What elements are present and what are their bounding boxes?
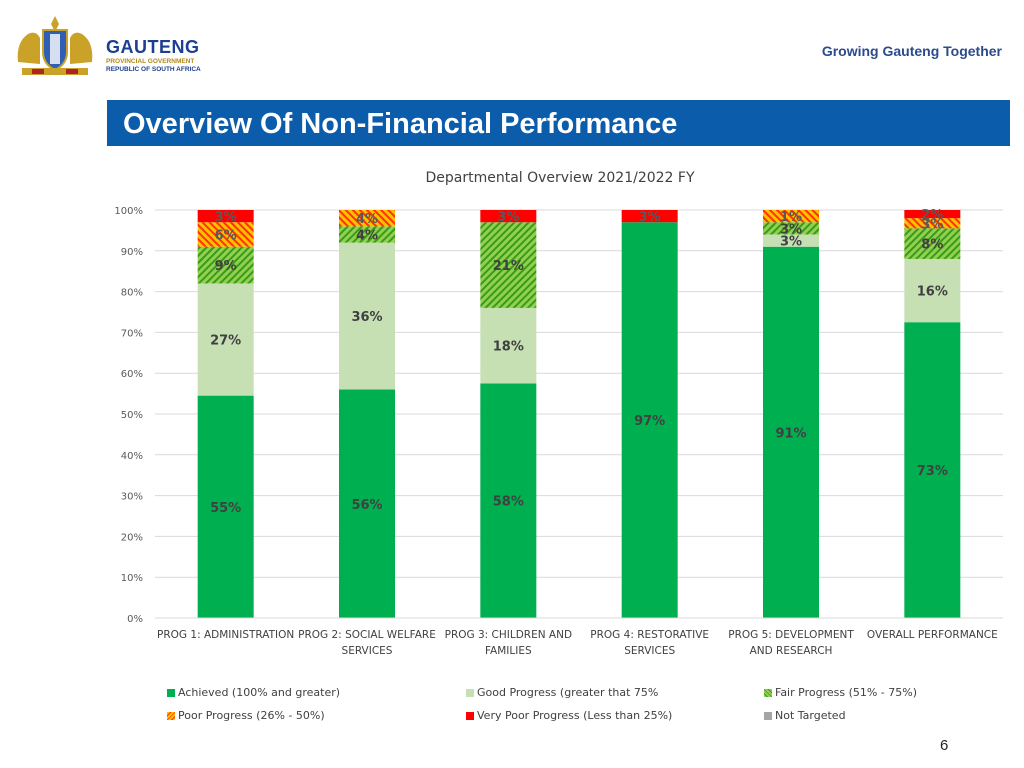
y-tick-label: 90%	[121, 247, 143, 258]
x-tick-label: PROG 4: RESTORATIVE	[590, 629, 709, 641]
y-tick-label: 40%	[121, 451, 143, 462]
y-tick-label: 70%	[121, 328, 143, 339]
x-tick-label: PROG 3: CHILDREN AND	[445, 629, 572, 641]
x-tick-label: FAMILIES	[485, 645, 532, 657]
data-label: 9%	[215, 259, 237, 274]
bar-segment-fair	[197, 246, 254, 284]
data-label: 3%	[780, 235, 802, 250]
data-label: 16%	[917, 285, 948, 300]
bar-segment-good	[763, 234, 819, 247]
data-label: 36%	[351, 310, 382, 325]
bar-segment-fair	[339, 226, 395, 243]
data-label: 6%	[215, 228, 237, 243]
legend-swatch	[764, 711, 772, 720]
header: GAUTENG PROVINCIAL GOVERNMENT REPUBLIC O…	[0, 0, 1024, 95]
data-label: 55%	[210, 501, 241, 516]
data-label: 3%	[639, 210, 661, 225]
bar-segment-poor	[904, 218, 961, 229]
bar-segment-poor	[197, 222, 254, 247]
x-tick-label: SERVICES	[624, 645, 675, 657]
y-tick-label: 0%	[127, 614, 143, 625]
y-tick-label: 30%	[121, 492, 143, 503]
data-label: 3%	[497, 210, 519, 225]
legend-swatch	[167, 688, 175, 697]
logo-text: GAUTENG PROVINCIAL GOVERNMENT REPUBLIC O…	[106, 38, 201, 74]
legend-label: Very Poor Progress (Less than 25%)	[477, 709, 673, 722]
bar-segment-achieved	[480, 383, 537, 618]
x-tick-label: AND RESEARCH	[750, 645, 833, 657]
y-tick-label: 50%	[121, 410, 143, 421]
legend-label: Fair Progress (51% - 75%)	[775, 686, 918, 699]
y-tick-label: 10%	[121, 573, 143, 584]
data-label: 18%	[493, 340, 524, 355]
legend-item-achieved: Achieved (100% and greater)	[167, 686, 340, 699]
data-label: 2%	[921, 208, 943, 223]
bar-segment-good	[904, 258, 961, 323]
bar-segment-achieved	[197, 395, 254, 618]
x-tick-label: OVERALL PERFORMANCE	[867, 629, 998, 641]
legend-item-poor: Poor Progress (26% - 50%)	[167, 709, 325, 722]
data-label: 3%	[780, 222, 802, 237]
bar-segment-achieved	[339, 389, 395, 618]
stacked-bar-chart: 0% 10% 20% 30% 40% 50% 60% 70% 80% 90% 100% 55% 27% 9…	[114, 206, 1003, 657]
bar-segment-achieved	[621, 222, 678, 619]
bar-segment-very-poor	[621, 210, 678, 223]
data-label: 56%	[351, 498, 382, 513]
y-tick-label: 20%	[121, 532, 143, 543]
legend-label: Poor Progress (26% - 50%)	[178, 709, 325, 722]
data-label: 27%	[210, 334, 241, 349]
bar-segment-very-poor	[197, 210, 254, 223]
bar-segment-good	[197, 283, 254, 396]
x-tick-label: PROG 1: ADMINISTRATION	[157, 629, 294, 641]
bar-segment-achieved	[904, 322, 961, 618]
bar-segment-poor	[763, 210, 819, 223]
logo-subtitle-government: PROVINCIAL GOVERNMENT	[106, 58, 195, 65]
bar-segment-very-poor	[480, 210, 537, 223]
legend-item-very-poor: Very Poor Progress (Less than 25%)	[466, 709, 672, 722]
chart-title: Departmental Overview 2021/2022 FY	[425, 170, 695, 186]
data-label: 3%	[215, 210, 237, 225]
data-label: 21%	[493, 259, 524, 274]
logo-name: GAUTENG	[106, 37, 200, 57]
bar-segment-achieved	[763, 246, 819, 618]
data-label: 4%	[356, 228, 378, 243]
y-tick-label: 100%	[114, 206, 143, 217]
data-label: 1%	[780, 210, 802, 225]
data-label: 4%	[356, 212, 378, 227]
legend-item-fair: Fair Progress (51% - 75%)	[764, 686, 917, 699]
page-number: 6	[940, 737, 949, 754]
legend-item-not-targeted: Not Targeted	[764, 709, 846, 722]
bar-segment-poor	[339, 210, 395, 227]
legend-label: Achieved (100% and greater)	[178, 686, 341, 699]
page-title: Overview Of Non-Financial Performance	[123, 108, 678, 140]
legend-item-good: Good Progress (greater that 75%	[466, 686, 658, 699]
data-label: 3%	[921, 217, 943, 232]
data-label: 91%	[775, 426, 806, 441]
bar-segment-fair	[904, 228, 961, 259]
legend-swatch	[764, 688, 772, 697]
x-tick-label: SERVICES	[342, 645, 393, 657]
data-label: 97%	[634, 414, 665, 429]
data-label: 73%	[917, 464, 948, 479]
x-tick-label: PROG 2: SOCIAL WELFARE	[298, 629, 436, 641]
bar-segment-good	[339, 242, 395, 390]
legend-label: Not Targeted	[775, 709, 846, 722]
data-label: 58%	[493, 495, 524, 510]
title-bar: Overview Of Non-Financial Performance	[107, 100, 1010, 146]
bar-segment-good	[480, 307, 537, 384]
bar-segment-very-poor	[904, 210, 961, 219]
data-label: 8%	[921, 238, 943, 253]
legend-swatch	[466, 688, 474, 697]
legend-swatch	[466, 711, 474, 720]
x-tick-label: PROG 5: DEVELOPMENT	[728, 629, 854, 641]
coat-of-arms-icon	[17, 16, 93, 75]
legend-label: Good Progress (greater that 75%	[477, 686, 659, 699]
bar-segment-fair	[763, 222, 819, 235]
logo-subtitle-country: REPUBLIC OF SOUTH AFRICA	[106, 66, 201, 73]
bar-segment-fair	[480, 222, 537, 308]
y-tick-label: 60%	[121, 369, 143, 380]
tagline: Growing Gauteng Together	[821, 43, 1002, 59]
legend-swatch	[167, 711, 175, 720]
y-tick-label: 80%	[121, 288, 143, 299]
